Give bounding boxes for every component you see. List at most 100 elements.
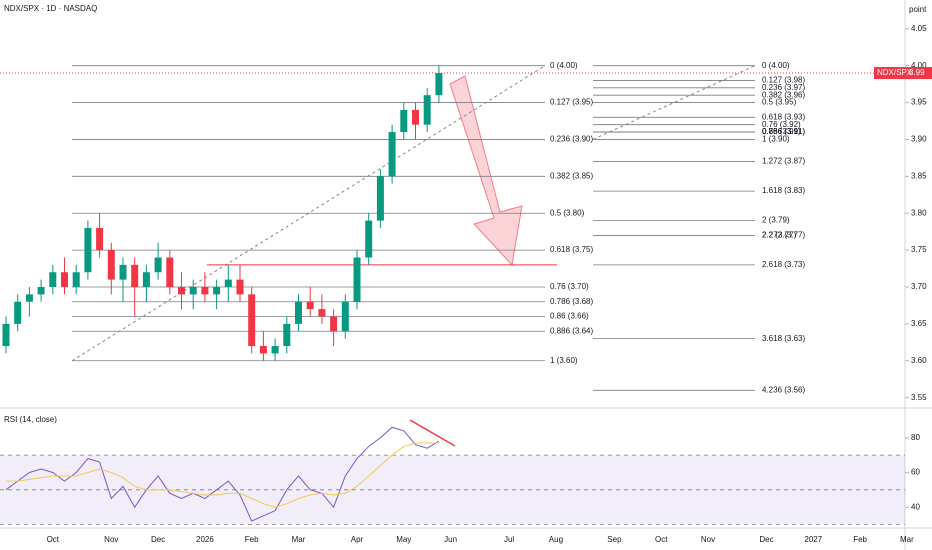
y-tick-label: 3.55 <box>911 393 927 402</box>
candle-body <box>271 346 279 354</box>
candle-body <box>236 279 244 295</box>
candle-body <box>330 316 338 332</box>
fib-trend <box>71 65 546 362</box>
fib-label: 0.786 (3.91) <box>762 127 805 136</box>
arrow-annotation <box>449 75 523 267</box>
x-tick-label: Aug <box>549 535 563 544</box>
chart-title: NDX/SPX · 1D · NASDAQ <box>4 4 97 13</box>
y-tick-label: 3.80 <box>911 208 927 217</box>
candle-body <box>353 257 361 302</box>
candle-body <box>96 227 104 251</box>
candle-body <box>2 323 10 347</box>
x-tick-label: Oct <box>655 535 668 544</box>
candle-body <box>131 264 139 288</box>
x-tick-label: Mar <box>900 535 914 544</box>
candle-body <box>341 301 349 332</box>
y-axis-label: point <box>909 5 927 14</box>
candle-body <box>61 272 68 288</box>
candle-body <box>72 272 80 288</box>
rsi-title: RSI (14, close) <box>4 415 57 424</box>
y-tick-label: 3.75 <box>911 245 927 254</box>
fib-label: 0.618 (3.93) <box>762 112 805 121</box>
fib-label: 0.76 (3.92) <box>762 120 801 129</box>
price-tag-bg <box>874 67 932 80</box>
fib-label: 0.86 (3.66) <box>550 312 589 321</box>
fib-label: 0.886 (3.91) <box>762 127 805 136</box>
price-tag-name: NDX/SPX <box>877 68 913 77</box>
candle-body <box>154 257 162 273</box>
fib-label: 3.618 (3.63) <box>762 334 805 343</box>
fib-label: 2.618 (3.73) <box>762 260 805 269</box>
candle-body <box>14 301 22 324</box>
fib-label: 0.236 (3.97) <box>762 83 805 92</box>
fib-label: 0.5 (3.95) <box>762 98 797 107</box>
candle-body <box>119 264 127 280</box>
y-tick-label: 4.05 <box>911 24 927 33</box>
y-tick-label: 3.60 <box>911 356 927 365</box>
y-tick-label: 4.00 <box>911 61 927 70</box>
fib-label: 2.272 (3.77) <box>762 230 805 239</box>
candle-body <box>400 109 408 133</box>
x-tick-label: Nov <box>104 535 118 544</box>
fib-label: 0.76 (3.70) <box>550 282 589 291</box>
candle-body <box>283 323 291 347</box>
y-tick-label: 3.70 <box>911 282 927 291</box>
x-tick-label: May <box>396 535 411 544</box>
candle-body <box>388 132 396 177</box>
fib-label: 0.786 (3.68) <box>550 297 593 306</box>
fib-label: 2 (3.79) <box>762 216 790 225</box>
y-tick-label: 40 <box>911 502 920 511</box>
fib-label: 0.127 (3.95) <box>550 98 593 107</box>
x-tick-label: Feb <box>853 535 867 544</box>
x-tick-label: Feb <box>245 535 259 544</box>
candle-body <box>376 176 384 221</box>
candle-body <box>25 294 33 302</box>
x-tick-label: Jun <box>444 535 457 544</box>
candle-body <box>107 250 115 280</box>
fib-label: 0.886 (3.64) <box>550 326 593 335</box>
x-tick-label: Apr <box>351 535 364 544</box>
candle-body <box>201 287 209 295</box>
fib-label: 0 (4.00) <box>550 61 578 70</box>
candle-body <box>142 272 150 288</box>
candle-body <box>49 272 57 288</box>
candle-body <box>213 287 221 295</box>
fib-label: 4.236 (3.56) <box>762 385 805 394</box>
x-tick-label: Jul <box>504 535 514 544</box>
candle-body <box>259 346 267 354</box>
fib-label: 0.86 (3.91) <box>762 127 801 136</box>
y-tick-label: 3.90 <box>911 135 927 144</box>
fib-label: 0.236 (3.90) <box>550 135 593 144</box>
x-tick-label: Oct <box>47 535 60 544</box>
candle-body <box>365 220 373 258</box>
candle-body <box>248 294 256 347</box>
fib-label: 2.2 (3.77) <box>762 230 797 239</box>
candle-body <box>306 301 314 310</box>
x-tick-label: 2026 <box>196 535 214 544</box>
candle-body <box>37 287 45 295</box>
y-tick-label: 60 <box>911 468 920 477</box>
rsi-line <box>5 426 440 522</box>
price-tag-value: 3.99 <box>909 68 925 77</box>
candle-body <box>318 309 326 317</box>
x-tick-label: Mar <box>292 535 306 544</box>
fib-label: 0 (4.00) <box>762 61 790 70</box>
fib-label: 1.272 (3.87) <box>762 157 805 166</box>
candle-body <box>189 287 197 295</box>
y-tick-label: 3.95 <box>911 98 927 107</box>
candle-body <box>295 301 302 324</box>
candle-body <box>412 109 419 125</box>
x-tick-label: Sep <box>607 535 622 544</box>
candle-body <box>423 95 431 125</box>
candle-body <box>166 257 174 288</box>
x-tick-label: Dec <box>759 535 773 544</box>
y-tick-label: 3.65 <box>911 319 927 328</box>
candle-body <box>435 73 443 96</box>
fib-label: 1 (3.90) <box>762 135 790 144</box>
candle-body <box>224 279 232 288</box>
x-tick-label: 2027 <box>804 535 822 544</box>
fib-label: 0.382 (3.85) <box>550 171 593 180</box>
fib-label: 1.618 (3.83) <box>762 186 805 195</box>
